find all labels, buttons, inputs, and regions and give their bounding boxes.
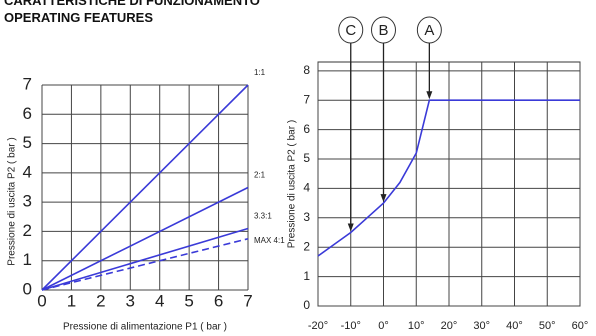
series-line <box>41 186 249 291</box>
series-label: 1:1 <box>254 68 266 77</box>
annotation-label: C <box>345 22 356 39</box>
x-tick-label: -20° <box>308 320 328 332</box>
x-tick-label: 4 <box>155 291 164 310</box>
series-line <box>41 227 249 291</box>
x-tick-label: 6 <box>214 291 223 310</box>
x-tick-label: 30° <box>473 320 490 332</box>
x-tick-label: 0° <box>378 320 389 332</box>
y-tick-label: 7 <box>303 92 310 106</box>
x-tick-label: 5 <box>184 291 193 310</box>
y-tick-label: 2 <box>23 221 32 240</box>
y-tick-label: 3 <box>303 210 310 224</box>
x-tick-label: 60° <box>572 320 589 332</box>
y-tick-label: 6 <box>303 122 310 136</box>
arrow-head <box>380 194 387 203</box>
y-tick-label: 8 <box>303 63 310 77</box>
y-tick-label: 0 <box>303 298 310 312</box>
y-tick-label: 3 <box>23 192 32 211</box>
x-tick-label: 7 <box>243 291 252 310</box>
y-tick-label: 2 <box>303 239 310 253</box>
series-line <box>41 237 249 291</box>
y-tick-label: 5 <box>303 151 310 165</box>
annotation-label: A <box>424 22 434 39</box>
x-tick-label: 20° <box>441 320 458 332</box>
x-tick-label: 1 <box>67 291 76 310</box>
arrow-head <box>347 223 354 232</box>
series-label: MAX 4:1 <box>254 236 285 245</box>
y-tick-label: 5 <box>23 133 32 152</box>
x-tick-label: 2 <box>96 291 105 310</box>
series-line <box>317 99 580 257</box>
y-tick-label: 6 <box>23 104 32 123</box>
x-tick-label: 3 <box>126 291 135 310</box>
y-tick-label: 0 <box>23 279 32 298</box>
x-tick-label: 0 <box>37 291 46 310</box>
x-tick-label: 40° <box>506 320 523 332</box>
y-tick-label: 1 <box>23 250 32 269</box>
arrow-head <box>426 91 433 100</box>
x-tick-label: 10° <box>408 320 425 332</box>
header-line: OPERATING FEATURES <box>4 10 154 25</box>
y-tick-label: 4 <box>23 162 32 181</box>
series-line <box>41 84 249 291</box>
x-tick-label: -10° <box>341 320 361 332</box>
y-axis-label: Pressione di uscita P2 ( bar ) <box>7 137 18 265</box>
series-label: 3.3:1 <box>254 212 272 221</box>
y-tick-label: 1 <box>303 269 310 283</box>
y-tick-label: 7 <box>23 74 32 93</box>
x-tick-label: 50° <box>539 320 556 332</box>
y-axis-label: Pressione di uscita P2 ( bar ) <box>287 120 298 248</box>
y-tick-label: 4 <box>303 181 310 195</box>
series-label: 2:1 <box>254 171 266 180</box>
x-axis-label: Pressione di alimentazione P1 ( bar ) <box>63 322 227 333</box>
annotation-label: B <box>378 22 388 39</box>
header-line: CARATTERISTICHE DI FUNZIONAMENTO <box>4 0 260 8</box>
